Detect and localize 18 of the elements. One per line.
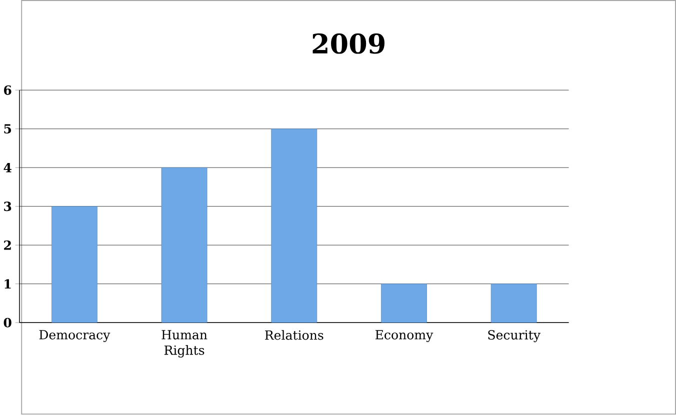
x-tick-label: Security [488, 330, 540, 342]
bar [490, 284, 537, 323]
bar [381, 284, 427, 323]
y-tick-label: 6 [4, 86, 12, 96]
bar [161, 168, 208, 323]
y-tick-label: 0 [4, 318, 12, 328]
chart-title: 2009 [312, 34, 384, 54]
y-tick-label: 1 [4, 279, 11, 289]
x-tick-label: Democracy [39, 330, 110, 342]
bar [51, 206, 98, 323]
bar [271, 128, 318, 323]
y-tick-label: 4 [4, 163, 12, 172]
y-tick-label: 3 [4, 202, 12, 212]
x-tick-label: Economy [375, 330, 434, 342]
y-tick-label: 5 [4, 124, 11, 134]
x-tick-label: Relations [265, 330, 324, 340]
x-tick-label: Human Rights [162, 330, 208, 358]
y-tick-label: 2 [4, 240, 11, 250]
